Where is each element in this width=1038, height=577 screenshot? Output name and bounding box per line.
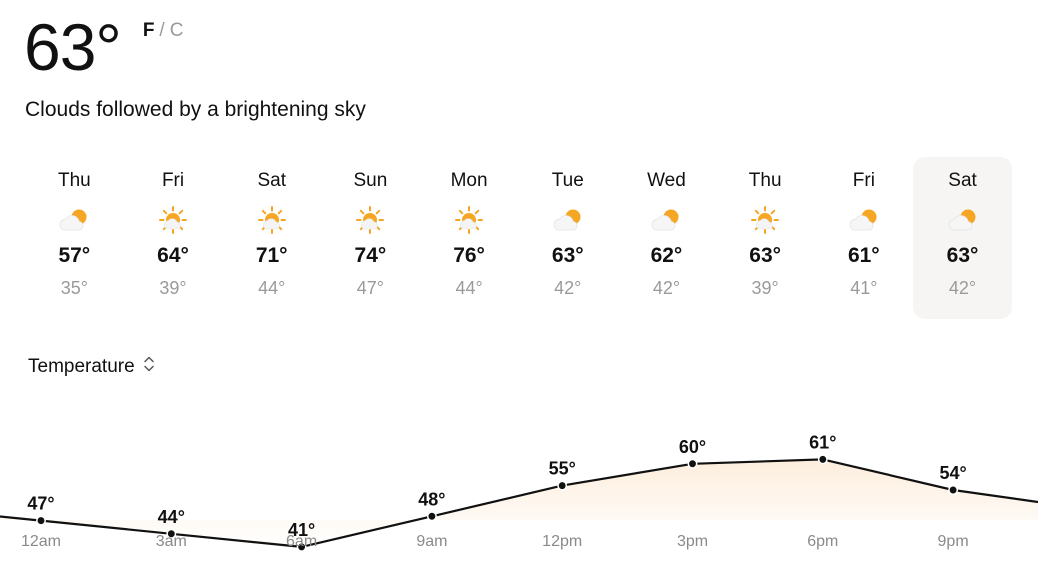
day-high-temp: 61° [847, 244, 880, 267]
forecast-day-6[interactable]: Wed 62° 42° [617, 157, 716, 319]
data-label: 60° [679, 437, 706, 457]
day-low-temp: 47° [356, 278, 385, 298]
partly-cloudy-icon [57, 205, 91, 235]
day-high-temp: 63° [946, 244, 979, 267]
current-temperature: 63° [24, 10, 122, 84]
data-point-3am[interactable] [166, 528, 177, 539]
mostly-sunny-icon [452, 205, 486, 235]
data-label: 54° [939, 463, 966, 483]
day-high-temp: 74° [354, 244, 387, 267]
day-name: Wed [647, 170, 686, 191]
data-point-6pm[interactable] [817, 454, 828, 465]
x-tick-label: 6am [286, 533, 317, 550]
day-low-temp: 39° [159, 278, 187, 298]
day-low-temp: 42° [948, 278, 977, 298]
daily-forecast: Thu 57° 35° Fri 64° 39° Sat 71° 44° Sun 74° 47° Mon 7… [25, 157, 1012, 319]
data-label: 41° [288, 520, 315, 540]
celsius-toggle[interactable]: C [169, 20, 184, 41]
day-high-temp: 62° [650, 244, 683, 267]
day-name: Fri [161, 170, 185, 191]
forecast-day-9[interactable]: Sat 63° 42° [913, 157, 1012, 319]
chevron-up-down-icon [143, 355, 155, 379]
x-tick-label: 12am [21, 533, 61, 550]
partly-cloudy-icon [649, 205, 683, 235]
metric-selector[interactable]: Temperature [28, 355, 155, 379]
day-name: Sat [257, 170, 286, 191]
data-label: 61° [809, 432, 836, 452]
forecast-day-2[interactable]: Sat 71° 44° [222, 157, 321, 319]
day-low-temp: 39° [751, 278, 779, 298]
day-high-temp: 63° [551, 244, 584, 267]
unit-separator: / [159, 20, 165, 41]
mostly-sunny-icon [156, 205, 190, 235]
day-low-temp: 42° [652, 278, 681, 298]
forecast-day-4[interactable]: Mon 76° 44° [420, 157, 519, 319]
day-low-temp: 42° [554, 278, 582, 298]
day-high-temp: 57° [58, 244, 91, 267]
day-low-temp: 41° [850, 278, 878, 298]
metric-label: Temperature [28, 356, 135, 377]
partly-cloudy-icon [551, 205, 585, 235]
temperature-line [0, 458, 1038, 548]
mostly-sunny-icon [353, 205, 387, 235]
x-tick-label: 9am [416, 533, 447, 550]
data-label: 44° [158, 507, 185, 527]
day-name: Sat [948, 170, 977, 191]
x-tick-label: 3pm [677, 533, 708, 550]
forecast-day-7[interactable]: Thu 63° 39° [716, 157, 815, 319]
data-point-12am[interactable] [36, 515, 46, 526]
day-name: Thu [57, 170, 91, 191]
day-name: Tue [551, 170, 584, 191]
unit-toggle: F / C [143, 20, 184, 42]
data-point-3pm[interactable] [687, 458, 698, 469]
data-label: 47° [27, 494, 54, 514]
condition-text: Clouds followed by a brightening sky [25, 98, 366, 121]
day-high-temp: 63° [749, 244, 782, 267]
day-high-temp: 64° [157, 244, 189, 267]
day-low-temp: 44° [258, 278, 286, 298]
data-point-12pm[interactable] [557, 480, 568, 491]
day-name: Sun [353, 170, 388, 191]
day-name: Thu [748, 170, 782, 191]
data-point-9pm[interactable] [948, 485, 959, 495]
data-label: 55° [549, 459, 576, 479]
data-point-6am[interactable] [296, 541, 307, 552]
x-tick-label: 9pm [938, 533, 969, 550]
day-name: Mon [450, 170, 488, 191]
day-low-temp: 44° [455, 278, 483, 298]
forecast-day-8[interactable]: Fri 61° 41° [815, 157, 914, 319]
day-name: Fri [852, 170, 875, 191]
x-tick-label: 3am [156, 533, 187, 550]
data-label: 48° [418, 489, 445, 509]
data-point-9am[interactable] [426, 511, 437, 522]
day-low-temp: 35° [60, 278, 88, 298]
temperature-area [0, 459, 1038, 547]
hourly-temperature-chart: 47° 12am 44° 3am 41°6am 48° 9am 55° 12pm 60° 3pm 61… [0, 432, 1038, 552]
forecast-day-0[interactable]: Thu 57° 35° [25, 157, 124, 319]
x-tick-label: 12pm [542, 533, 582, 550]
forecast-day-3[interactable]: Sun 74° 47° [321, 157, 420, 319]
day-high-temp: 71° [255, 244, 288, 267]
x-tick-label: 6pm [807, 533, 838, 550]
current-conditions: 63° F / C [24, 12, 183, 82]
mostly-sunny-icon [255, 205, 289, 235]
day-high-temp: 76° [453, 244, 485, 267]
mostly-sunny-icon [748, 205, 782, 235]
fahrenheit-toggle[interactable]: F [142, 20, 155, 41]
partly-cloudy-icon [847, 205, 881, 235]
forecast-day-5[interactable]: Tue 63° 42° [518, 157, 617, 319]
forecast-day-1[interactable]: Fri 64° 39° [124, 157, 223, 319]
partly-cloudy-icon [946, 205, 980, 235]
